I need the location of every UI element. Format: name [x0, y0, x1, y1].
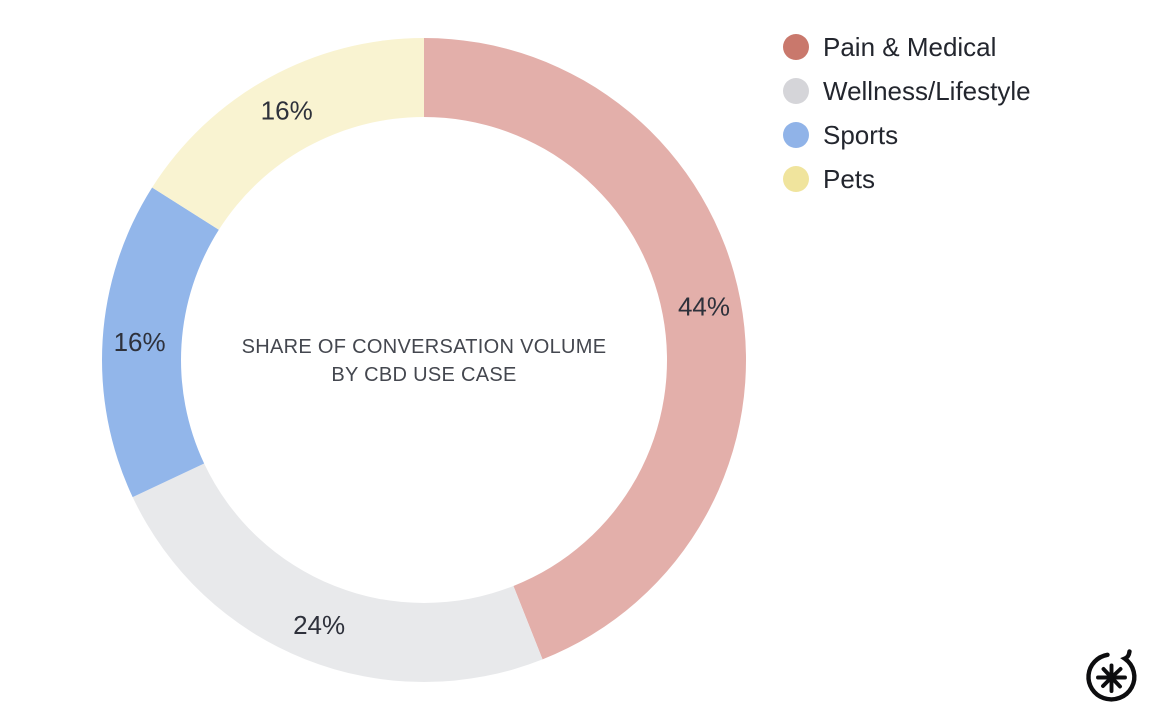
asterisk-circle-logo-icon — [1086, 649, 1137, 702]
legend-item: Pain & Medical — [783, 25, 1031, 69]
brand-logo — [1086, 649, 1137, 702]
legend-label: Pain & Medical — [823, 31, 997, 62]
legend-swatch-sports — [783, 122, 809, 148]
legend-item: Pets — [783, 157, 1031, 201]
segment-value-label-sports: 16% — [114, 327, 166, 357]
donut-segment-pets — [152, 38, 424, 230]
legend-swatch-pain-medical — [783, 34, 809, 60]
segment-value-label-pets: 16% — [261, 95, 313, 125]
donut-segment-wellness-lifestyle — [132, 463, 543, 683]
chart-title-line-2: BY CBD USE CASE — [331, 364, 517, 386]
legend-label: Wellness/Lifestyle — [823, 75, 1031, 106]
donut-segment-pain-medical — [424, 38, 747, 660]
legend-label: Pets — [823, 163, 876, 194]
chart-title-line-1: SHARE OF CONVERSATION VOLUME — [241, 336, 607, 358]
donut-segment-sports — [102, 187, 219, 498]
legend: Pain & Medical Wellness/Lifestyle Sports Pe… — [783, 25, 1031, 201]
chart-title: SHARE OF CONVERSATION VOLUME BY CBD USE … — [124, 333, 724, 389]
legend-item: Sports — [783, 113, 1031, 157]
legend-item: Wellness/Lifestyle — [783, 69, 1031, 113]
legend-swatch-pets — [783, 166, 809, 192]
legend-swatch-wellness-lifestyle — [783, 78, 809, 104]
segment-value-label-wellness-lifestyle: 24% — [293, 610, 345, 640]
segment-value-label-pain-medical: 44% — [678, 292, 730, 322]
legend-label: Sports — [823, 119, 899, 150]
